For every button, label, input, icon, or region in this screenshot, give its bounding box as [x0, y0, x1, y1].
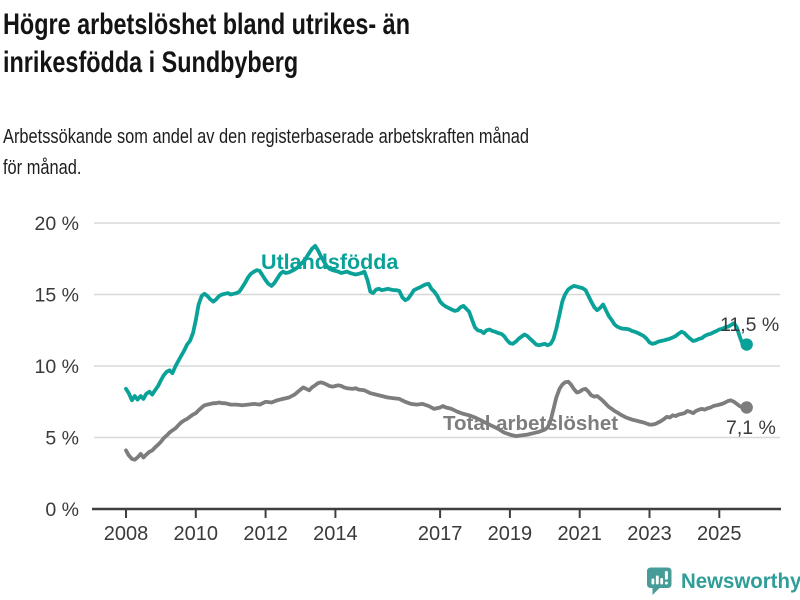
- y-axis-label-10: 10 %: [35, 356, 79, 378]
- newsworthy-brand-text: Newsworthy: [681, 569, 800, 593]
- series-label-total: Total arbetslöshet: [443, 412, 618, 435]
- series-line-total: [124, 379, 745, 462]
- end-value-label-utlandsfodda: 11,5 %: [720, 314, 779, 336]
- x-axis-label-2017: 2017: [418, 523, 463, 545]
- subtitle-line-1: Arbetssökande som andel av den registerb…: [3, 125, 530, 148]
- title-line-1: Högre arbetslöshet bland utrikes- än: [3, 8, 410, 41]
- series-line-utlandsfodda: [124, 244, 745, 403]
- x-axis-label-2025: 2025: [697, 523, 742, 545]
- page-title: Högre arbetslöshet bland utrikes- än inr…: [3, 6, 525, 82]
- end-dot-utlandsfodda: [740, 338, 753, 351]
- x-axis-label-2008: 2008: [104, 523, 149, 545]
- x-axis-label-2010: 2010: [174, 523, 219, 545]
- subtitle-line-2: för månad.: [3, 156, 82, 179]
- end-value-label-total: 7,1 %: [726, 417, 776, 439]
- end-dot-total: [740, 401, 753, 414]
- y-axis-label-15: 15 %: [35, 285, 79, 307]
- x-axis-label-2021: 2021: [557, 523, 602, 545]
- x-axis-label-2023: 2023: [627, 523, 672, 545]
- newsworthy-speech-bubble-bar-chart-icon: [647, 567, 672, 595]
- x-axis-label-2012: 2012: [243, 523, 288, 545]
- y-axis-label-5: 5 %: [45, 428, 79, 450]
- x-axis-label-2014: 2014: [313, 523, 358, 545]
- title-line-2: inrikesfödda i Sundbyberg: [3, 46, 299, 79]
- y-axis-label-20: 20 %: [35, 213, 79, 235]
- chart-subtitle: Arbetssökande som andel av den registerb…: [3, 121, 661, 183]
- y-axis-label-0: 0 %: [45, 499, 79, 521]
- x-axis-label-2019: 2019: [488, 523, 533, 545]
- series-label-utlandsfodda: Utlandsfödda: [261, 250, 399, 274]
- newsworthy-logo: Newsworthy: [646, 567, 800, 596]
